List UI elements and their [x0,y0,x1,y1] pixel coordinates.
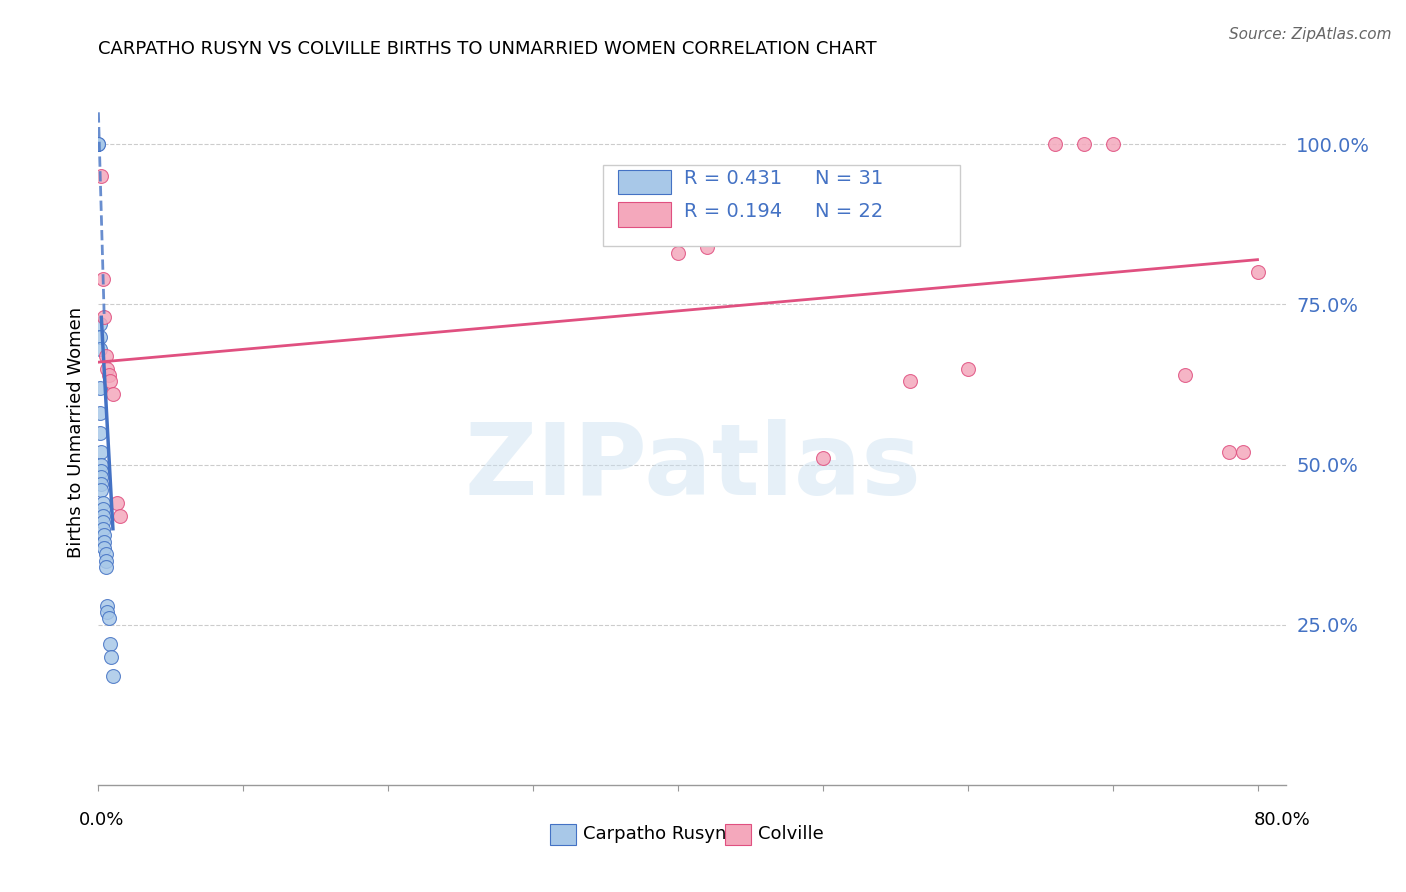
Point [91,516,114,530]
Point [91,502,114,516]
Point [87,137,110,152]
Text: N = 31: N = 31 [815,169,883,188]
Point [811,451,834,466]
Text: Colville: Colville [758,825,824,843]
Point [98,637,121,651]
Point [1218,445,1240,459]
FancyBboxPatch shape [603,165,960,246]
Text: ZIPatlas: ZIPatlas [464,419,921,516]
Point [97,611,120,625]
Point [89,329,111,343]
Point [89,425,111,440]
Point [91,522,114,536]
Point [89,317,111,331]
Point [90,169,112,184]
Point [90,483,112,498]
Point [96,599,118,613]
Text: N = 22: N = 22 [815,202,883,221]
Point [91,496,114,510]
Text: CARPATHO RUSYN VS COLVILLE BIRTHS TO UNMARRIED WOMEN CORRELATION CHART: CARPATHO RUSYN VS COLVILLE BIRTHS TO UNM… [98,40,877,58]
Point [89,343,111,357]
Point [1073,137,1095,152]
Point [90,464,112,478]
Point [100,649,122,664]
Point [94,560,117,574]
Text: R = 0.194: R = 0.194 [685,202,782,221]
Point [93,528,115,542]
FancyBboxPatch shape [724,823,751,845]
Point [1174,368,1197,382]
Text: Source: ZipAtlas.com: Source: ZipAtlas.com [1229,27,1392,42]
Point [108,508,131,523]
Point [1101,137,1123,152]
Point [97,368,120,382]
Point [898,375,921,389]
Text: 0.0%: 0.0% [79,811,124,829]
Point [93,534,115,549]
Text: R = 0.431: R = 0.431 [685,169,782,188]
Point [1043,137,1066,152]
Point [1246,265,1268,279]
FancyBboxPatch shape [617,202,671,227]
Point [90,458,112,472]
Point [666,246,689,260]
Point [90,476,112,491]
Point [89,406,111,420]
FancyBboxPatch shape [550,823,576,845]
Text: 80.0%: 80.0% [1254,811,1310,829]
Point [91,508,114,523]
Point [105,496,128,510]
Point [98,375,121,389]
Point [94,349,117,363]
FancyBboxPatch shape [617,169,671,194]
Point [94,554,117,568]
Point [956,361,979,376]
Point [87,137,110,152]
Point [93,310,115,325]
Point [90,470,112,484]
Point [89,381,111,395]
Point [101,669,124,683]
Point [96,605,118,619]
Point [91,272,114,286]
Point [96,361,118,376]
Point [93,541,115,555]
Point [94,547,117,561]
Text: Carpatho Rusyns: Carpatho Rusyns [583,825,735,843]
Point [90,445,112,459]
Point [101,387,124,401]
Y-axis label: Births to Unmarried Women: Births to Unmarried Women [66,307,84,558]
Point [696,240,718,254]
Point [1232,445,1254,459]
